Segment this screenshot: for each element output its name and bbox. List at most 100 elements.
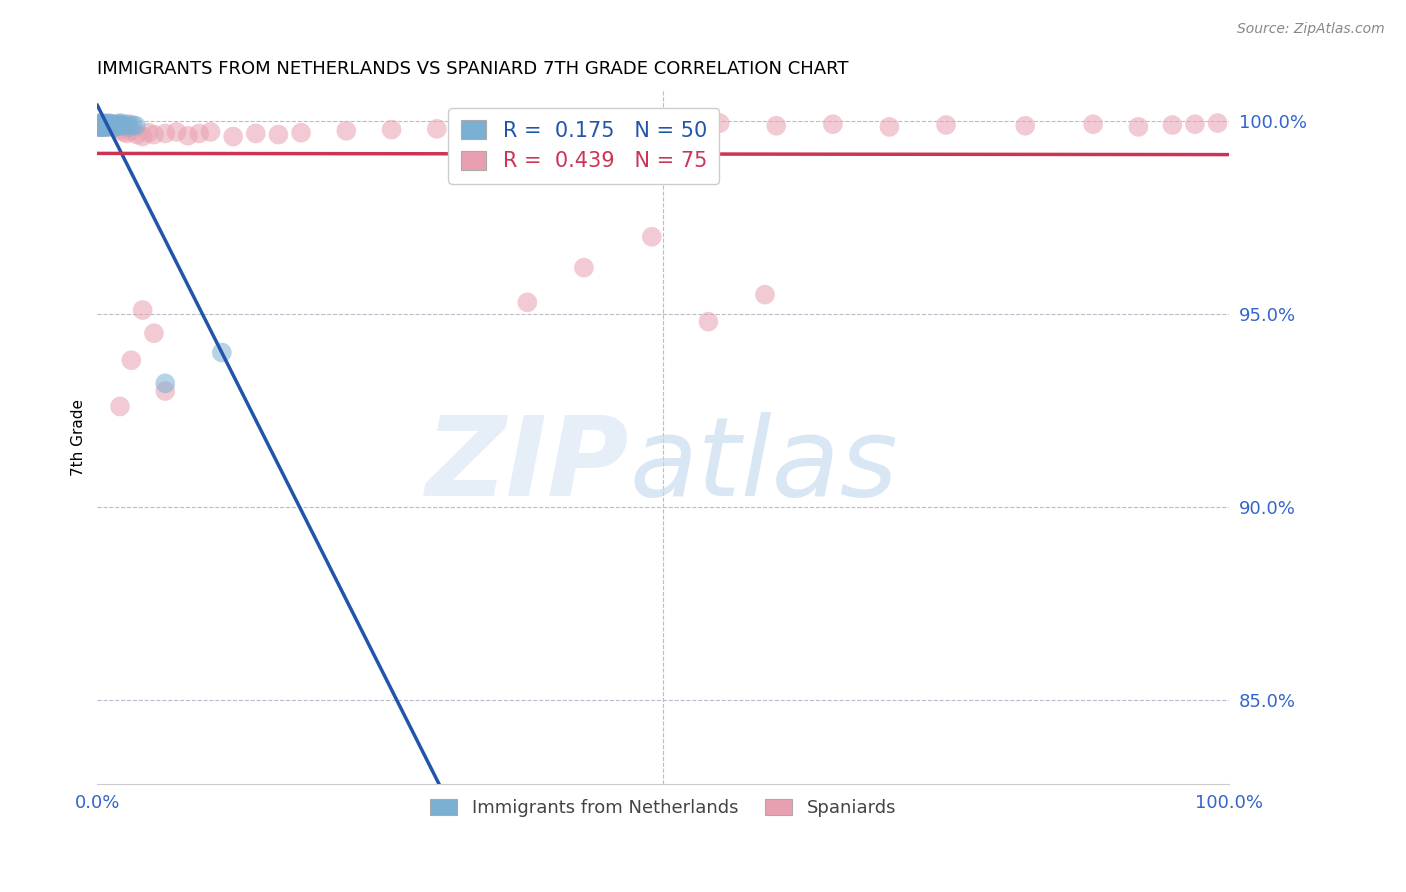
Point [115,127,138,141]
Point [94,118,117,132]
Point [101,117,124,131]
Point [90,117,112,131]
Text: atlas: atlas [630,411,898,518]
Point [105,118,128,132]
Point [103,118,125,132]
Point [104,119,127,133]
Point [1081,117,1104,131]
Point [100,117,122,131]
Point [97,117,120,131]
Point [87,117,110,131]
Point [110,117,132,131]
Point [290,126,312,140]
Point [114,120,136,134]
Point [426,121,449,136]
Point [211,345,233,359]
Point [91,120,114,134]
Point [188,127,211,141]
Point [104,120,127,134]
Point [94,119,117,133]
Point [200,125,222,139]
Point [96,120,118,134]
Point [595,120,617,134]
Point [245,127,267,141]
Point [103,120,125,134]
Point [935,118,957,132]
Legend: Immigrants from Netherlands, Spaniards: Immigrants from Netherlands, Spaniards [423,791,904,824]
Point [538,117,561,131]
Point [120,124,142,138]
Point [96,117,118,131]
Point [111,119,134,133]
Point [91,118,114,132]
Point [222,129,245,144]
Point [90,118,112,132]
Point [97,119,120,133]
Point [335,124,357,138]
Point [90,118,112,132]
Point [90,118,112,132]
Point [87,118,110,132]
Text: IMMIGRANTS FROM NETHERLANDS VS SPANIARD 7TH GRADE CORRELATION CHART: IMMIGRANTS FROM NETHERLANDS VS SPANIARD … [97,60,849,78]
Point [97,117,120,131]
Point [96,120,118,134]
Point [90,119,112,133]
Point [96,119,118,133]
Point [1128,120,1150,134]
Point [112,125,135,139]
Point [89,119,111,133]
Point [142,128,165,142]
Point [89,118,111,132]
Point [482,119,505,133]
Text: Source: ZipAtlas.com: Source: ZipAtlas.com [1237,22,1385,37]
Point [93,118,115,132]
Point [100,119,122,133]
Point [108,122,131,136]
Point [108,400,131,414]
Point [89,120,111,134]
Point [166,125,188,139]
Point [90,117,112,131]
Point [155,376,177,391]
Point [267,128,290,142]
Point [754,287,776,301]
Point [103,118,125,132]
Point [89,120,111,134]
Point [1184,117,1206,131]
Point [100,119,122,133]
Point [1206,116,1229,130]
Text: ZIP: ZIP [426,411,630,518]
Point [107,117,129,131]
Point [1014,119,1036,133]
Point [121,118,143,132]
Point [90,117,112,131]
Point [91,120,114,134]
Point [652,118,675,132]
Point [380,122,402,136]
Point [97,118,120,132]
Point [108,116,131,130]
Point [93,119,115,133]
Point [98,119,121,133]
Point [709,116,731,130]
Point [90,119,112,133]
Point [90,119,112,133]
Point [697,315,720,329]
Point [89,120,111,134]
Point [107,118,129,132]
Point [103,117,125,131]
Point [765,119,787,133]
Point [93,117,115,131]
Point [131,129,153,144]
Point [516,295,538,310]
Point [114,117,136,131]
Point [118,117,141,131]
Point [125,128,148,142]
Point [142,326,165,341]
Point [94,118,117,132]
Point [97,116,120,130]
Point [96,118,118,132]
Point [91,117,114,131]
Point [90,118,112,132]
Point [94,117,117,131]
